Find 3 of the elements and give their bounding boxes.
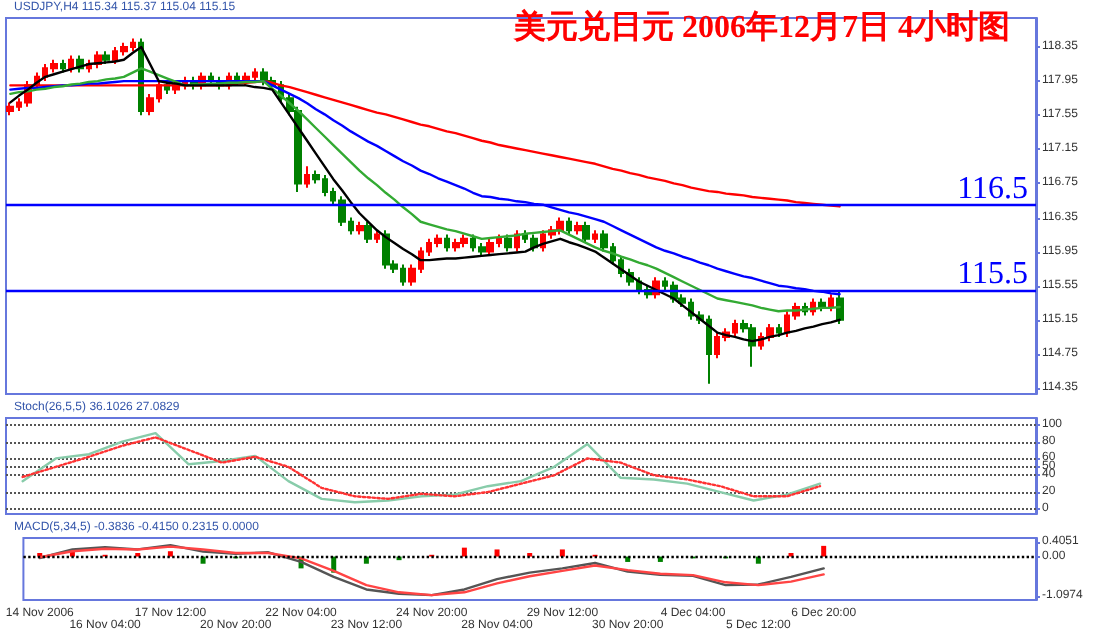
ref-line-label: 115.5 [957, 256, 1028, 291]
chart-title: 美元兑日元 2006年12月7日 4小时图 [512, 7, 1010, 45]
ref-line-label: 116.5 [957, 171, 1028, 206]
